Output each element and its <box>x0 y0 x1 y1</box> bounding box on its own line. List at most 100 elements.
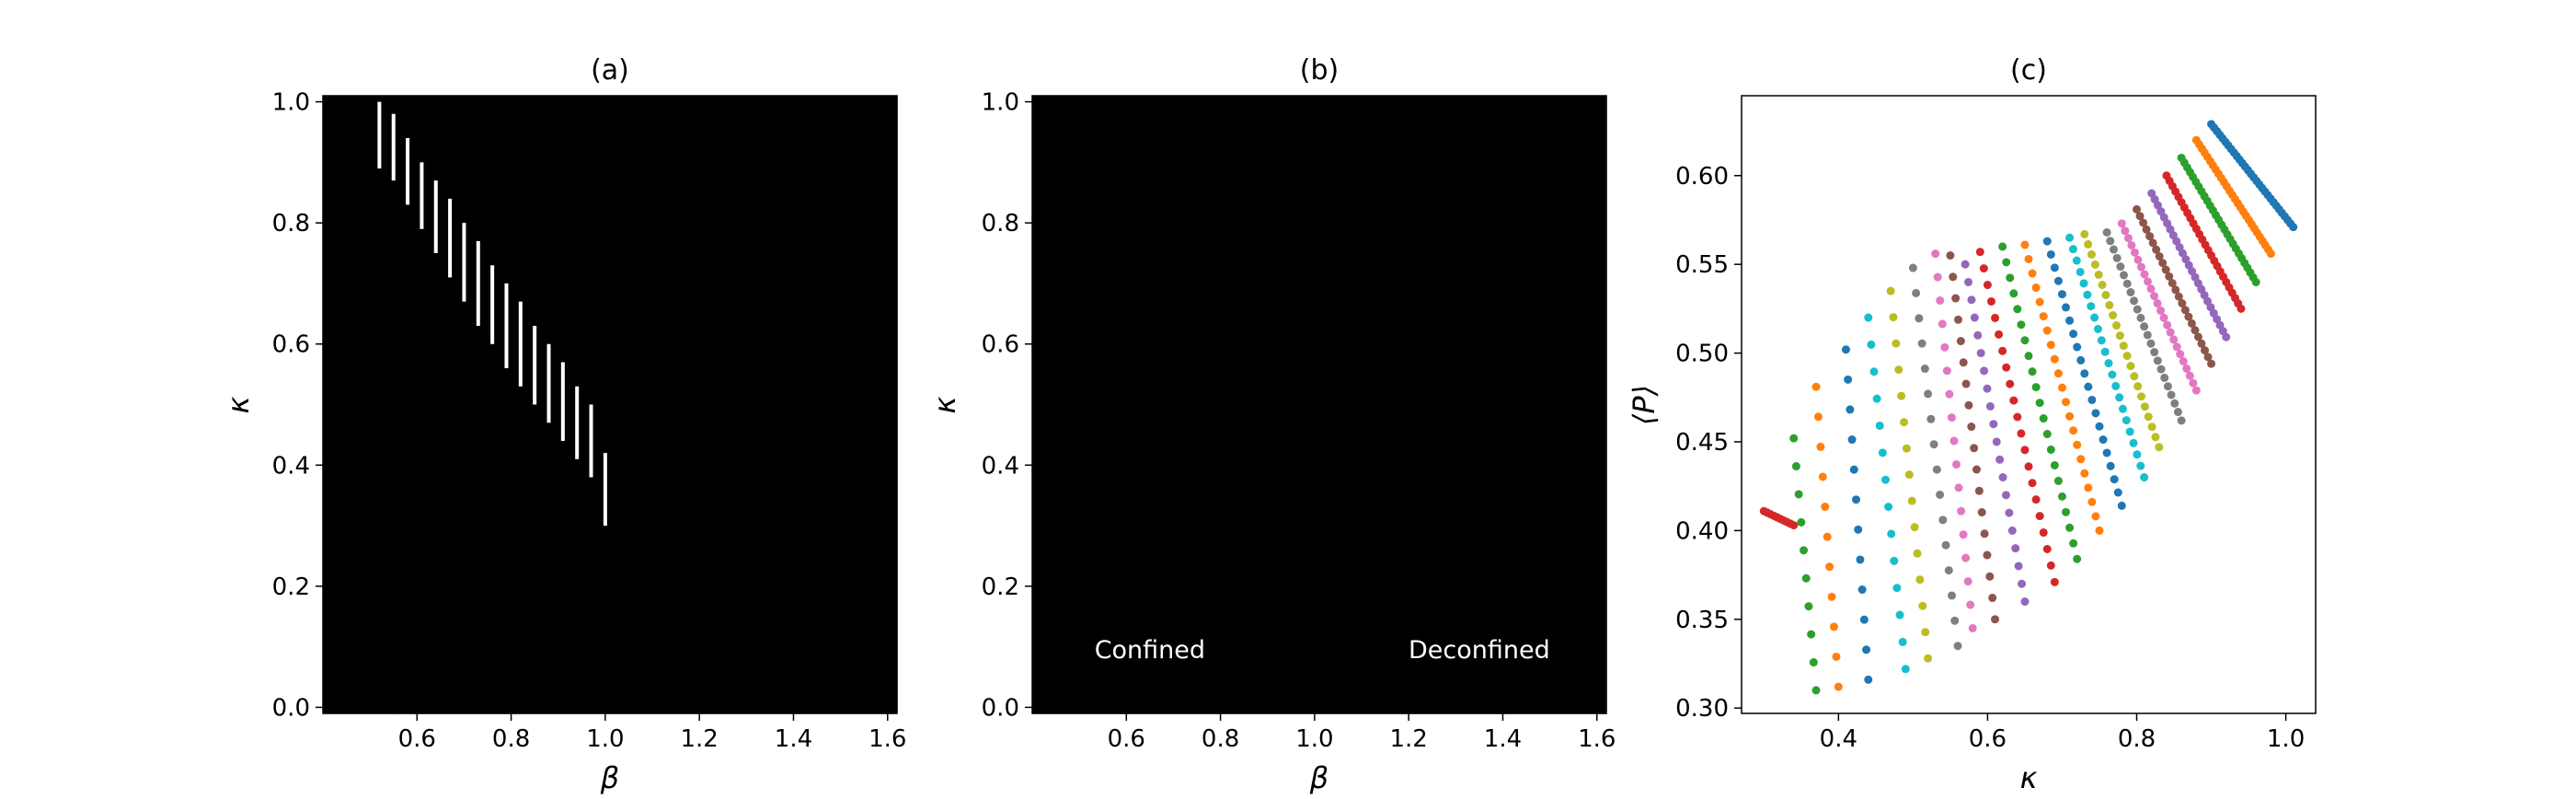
heat-cell <box>1094 590 1109 608</box>
heat-cell <box>462 171 477 188</box>
scatter-point <box>2150 348 2159 357</box>
heat-cell <box>1107 668 1121 685</box>
heat-cell <box>1402 590 1417 608</box>
heat-cell <box>719 653 733 669</box>
heat-cell <box>591 373 604 390</box>
heat-cell <box>397 451 412 468</box>
heat-cell <box>1557 637 1570 654</box>
heat-cell <box>654 203 669 219</box>
heat-cell <box>1120 404 1134 421</box>
heat-cell <box>1402 110 1417 126</box>
heat-cell <box>744 96 759 110</box>
heat-cell <box>1557 420 1570 436</box>
heat-cell <box>397 435 412 452</box>
heat-cell <box>1032 466 1044 483</box>
heat-cell <box>1223 187 1236 203</box>
heat-cell <box>615 621 630 639</box>
heat-cell <box>885 203 898 219</box>
heat-cell <box>885 311 898 328</box>
heat-cell <box>462 621 477 639</box>
scatter-point <box>1915 314 1924 323</box>
heat-cell <box>1043 481 1057 499</box>
heat-cell <box>1313 404 1327 421</box>
heat-cell <box>1171 590 1186 608</box>
heat-cell <box>1171 575 1186 592</box>
heat-cell <box>1223 668 1236 685</box>
heat-cell <box>578 280 592 297</box>
scatter-point <box>1938 319 1947 329</box>
scatter-point <box>1811 686 1821 695</box>
scatter-point <box>2125 427 2134 436</box>
scatter-point <box>1944 566 1953 575</box>
heat-cell <box>770 187 784 203</box>
heat-cell <box>1389 171 1404 188</box>
heat-cell <box>1313 481 1327 499</box>
heat-cell <box>1402 342 1417 359</box>
heat-cell <box>423 590 438 608</box>
heat-cell <box>1389 451 1404 468</box>
heat-cell <box>757 590 771 608</box>
heat-cell <box>1518 575 1532 592</box>
plot-background-c <box>1742 96 2316 713</box>
heat-cell <box>809 388 822 406</box>
heat-cell <box>706 575 720 592</box>
heat-cell <box>488 544 502 561</box>
heat-cell <box>1300 249 1314 266</box>
heat-cell <box>1261 684 1275 701</box>
heat-cell <box>1415 264 1430 282</box>
heat-cell <box>885 110 898 126</box>
heat-cell <box>1145 373 1160 390</box>
heat-cell <box>1581 590 1596 608</box>
scatter-point <box>1890 556 1899 565</box>
heat-cell <box>1107 404 1121 421</box>
heat-cell <box>693 637 707 654</box>
scatter-point <box>2133 305 2142 314</box>
heat-cell <box>539 96 553 110</box>
heat-cell <box>1223 513 1236 530</box>
scatter-point <box>2185 371 2194 380</box>
heat-cell <box>680 171 695 188</box>
heat-cell <box>1158 606 1173 623</box>
heat-cell <box>323 544 335 561</box>
heat-cell <box>1454 637 1468 654</box>
heat-cell <box>1171 388 1186 406</box>
heat-cell <box>693 544 707 561</box>
heat-cell <box>1531 481 1545 499</box>
heat-cell <box>513 560 527 576</box>
heat-cell <box>1043 295 1057 312</box>
scatter-point <box>2137 392 2146 401</box>
heat-cell <box>513 575 527 592</box>
scatter-point <box>1961 379 1971 388</box>
heat-cell <box>1043 653 1057 669</box>
heat-cell <box>1287 264 1301 282</box>
scatter-point <box>1895 610 1904 620</box>
scatter-point <box>2042 326 2052 335</box>
heat-cell <box>1389 264 1404 282</box>
heat-cell <box>1184 311 1199 328</box>
heat-cell <box>565 435 579 452</box>
heat-cell <box>1274 560 1288 576</box>
heat-cell <box>1184 420 1199 436</box>
heat-cell <box>1300 110 1314 126</box>
heat-cell <box>615 528 630 545</box>
heat-cell <box>1236 218 1249 235</box>
heat-cell <box>539 342 553 359</box>
heat-cell <box>1570 264 1583 282</box>
heat-cell <box>1261 404 1275 421</box>
heat-cell <box>1056 528 1070 545</box>
heat-cell <box>1570 388 1583 406</box>
heat-cell <box>526 684 540 701</box>
heat-cell <box>1043 684 1057 701</box>
heat-cell <box>1081 621 1096 639</box>
heat-cell <box>449 481 464 499</box>
heat-cell <box>423 404 438 421</box>
heat-cell <box>1351 606 1365 623</box>
heat-cell <box>385 96 399 110</box>
heat-cell <box>1570 466 1583 483</box>
heat-cell <box>1479 388 1493 406</box>
scatter-point <box>2168 279 2177 288</box>
heat-cell <box>615 420 630 436</box>
heat-cell <box>436 451 451 468</box>
heat-cell <box>1505 373 1519 390</box>
heat-cell <box>1120 233 1134 250</box>
